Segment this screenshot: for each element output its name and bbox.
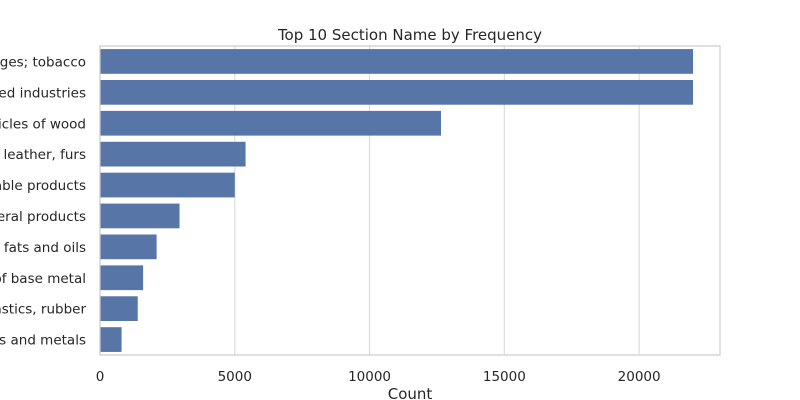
plot-frame (99, 45, 721, 356)
x-axis-label: Count (388, 385, 433, 400)
bar (100, 265, 144, 291)
category-label: icles of wood (0, 116, 86, 132)
category-label: eral products (0, 209, 86, 225)
category-label: fats and oils (0, 240, 86, 256)
chart-title: Top 10 Section Name by Frequency (277, 26, 542, 44)
x-tick-label: 0 (96, 369, 105, 385)
category-label: ed industries (0, 85, 86, 101)
category-label: s and metals (0, 333, 86, 349)
category-label: ges; tobacco (0, 54, 86, 70)
bar (100, 327, 122, 352)
bar (100, 79, 694, 105)
bar (100, 172, 235, 198)
bar (100, 141, 246, 167)
x-tick-label: 15000 (483, 369, 526, 385)
category-label: able products (0, 178, 86, 194)
category-label: of base metal (0, 271, 86, 287)
bar (100, 110, 441, 136)
category-labels: ges; tobacco ed industries icles of wood , … (0, 54, 86, 348)
category-label: astics, rubber (0, 302, 86, 318)
bar (100, 49, 694, 74)
bars (100, 49, 694, 352)
bar (100, 234, 157, 260)
x-tick-label: 20000 (618, 369, 661, 385)
bar (100, 203, 180, 229)
bar (100, 296, 138, 322)
x-tick-label: 10000 (348, 369, 391, 385)
category-label: , leather, furs (0, 147, 86, 163)
x-tick-labels: 0 5000 10000 15000 20000 (96, 369, 661, 385)
x-tick-label: 5000 (218, 369, 252, 385)
